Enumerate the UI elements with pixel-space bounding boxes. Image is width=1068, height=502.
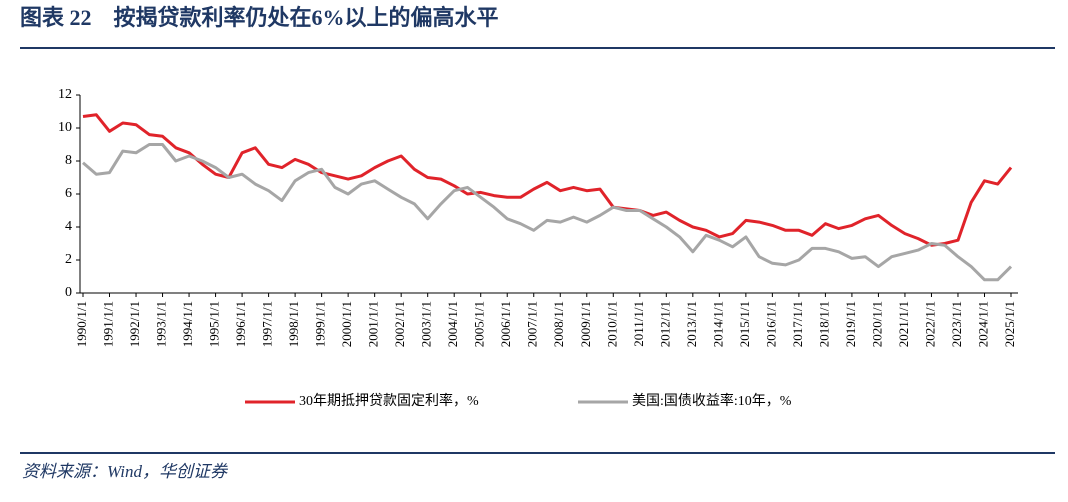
x-tick-label: 2024/1/1	[975, 301, 990, 347]
y-tick-label: 2	[65, 252, 72, 267]
x-tick-label: 2023/1/1	[949, 301, 964, 347]
x-tick-label: 2011/1/1	[631, 301, 646, 347]
x-tick-label: 1992/1/1	[127, 301, 142, 347]
x-tick-label: 2020/1/1	[869, 301, 884, 347]
x-tick-label: 1997/1/1	[260, 301, 275, 347]
y-tick-label: 8	[65, 153, 72, 168]
x-tick-label: 1991/1/1	[100, 301, 115, 347]
x-tick-label: 2021/1/1	[896, 301, 911, 347]
y-tick-label: 12	[58, 87, 72, 102]
y-tick-label: 0	[65, 285, 72, 300]
y-tick-label: 6	[65, 186, 72, 201]
x-tick-label: 2000/1/1	[339, 301, 354, 347]
x-tick-label: 1993/1/1	[154, 301, 169, 347]
x-tick-label: 2004/1/1	[445, 301, 460, 347]
x-tick-label: 2001/1/1	[366, 301, 381, 347]
chart-title: 图表 22 按揭贷款利率仍处在6%以上的偏高水平	[20, 5, 499, 30]
source: 资料来源：Wind，华创证券	[22, 462, 229, 481]
x-tick-label: 2006/1/1	[498, 301, 513, 347]
y-tick-label: 10	[58, 120, 72, 135]
x-tick-label: 2005/1/1	[472, 301, 487, 347]
x-tick-label: 2008/1/1	[551, 301, 566, 347]
x-tick-label: 1999/1/1	[313, 301, 328, 347]
x-tick-label: 2016/1/1	[763, 301, 778, 347]
x-tick-label: 1995/1/1	[207, 301, 222, 347]
x-tick-label: 2010/1/1	[604, 301, 619, 347]
x-tick-label: 2003/1/1	[419, 301, 434, 347]
x-tick-label: 2009/1/1	[578, 301, 593, 347]
x-tick-label: 2014/1/1	[710, 301, 725, 347]
x-tick-label: 2018/1/1	[816, 301, 831, 347]
series-line	[82, 113, 1013, 247]
x-tick-label: 1990/1/1	[74, 301, 89, 347]
x-tick-label: 2007/1/1	[525, 301, 540, 347]
x-tick-label: 2019/1/1	[843, 301, 858, 347]
series-line	[82, 143, 1013, 282]
y-tick-label: 4	[65, 219, 72, 234]
legend-label: 30年期抵押贷款固定利率，%	[299, 392, 479, 409]
x-tick-label: 2022/1/1	[922, 301, 937, 347]
x-tick-label: 2013/1/1	[684, 301, 699, 347]
x-tick-label: 2025/1/1	[1002, 301, 1017, 347]
x-tick-label: 2012/1/1	[657, 301, 672, 347]
x-tick-label: 2002/1/1	[392, 301, 407, 347]
x-tick-label: 1994/1/1	[180, 301, 195, 347]
x-tick-label: 1998/1/1	[286, 301, 301, 347]
legend-label: 美国:国债收益率:10年，%	[632, 392, 792, 409]
x-tick-label: 2017/1/1	[790, 301, 805, 347]
x-tick-label: 2015/1/1	[737, 301, 752, 347]
x-tick-label: 1996/1/1	[233, 301, 248, 347]
